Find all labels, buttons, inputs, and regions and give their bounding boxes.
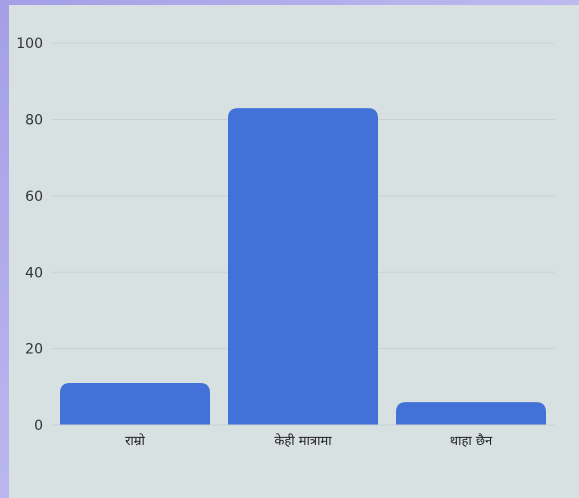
y-tick-label-80: 80 (25, 113, 43, 129)
y-tick-label-100: 100 (16, 36, 43, 52)
y-tick-label-0: 0 (34, 418, 43, 434)
bar-2 (396, 402, 546, 425)
x-tick-label-1: केही मात्रामा (274, 433, 332, 449)
bar-chart: 0 20 40 60 80 100 राम्रो केही मात्रामा थाहा छैन (16, 36, 555, 449)
y-tick-label-40: 40 (25, 265, 43, 281)
bar-1 (228, 108, 378, 425)
y-tick-label-20: 20 (25, 342, 43, 358)
y-tick-label-60: 60 (25, 189, 43, 205)
x-tick-label-2: थाहा छैन (450, 433, 493, 449)
chart-card: 0 20 40 60 80 100 राम्रो केही मात्रामा थाहा छैन (9, 5, 579, 498)
bar-0 (60, 383, 210, 425)
x-tick-label-0: राम्रो (125, 433, 145, 449)
